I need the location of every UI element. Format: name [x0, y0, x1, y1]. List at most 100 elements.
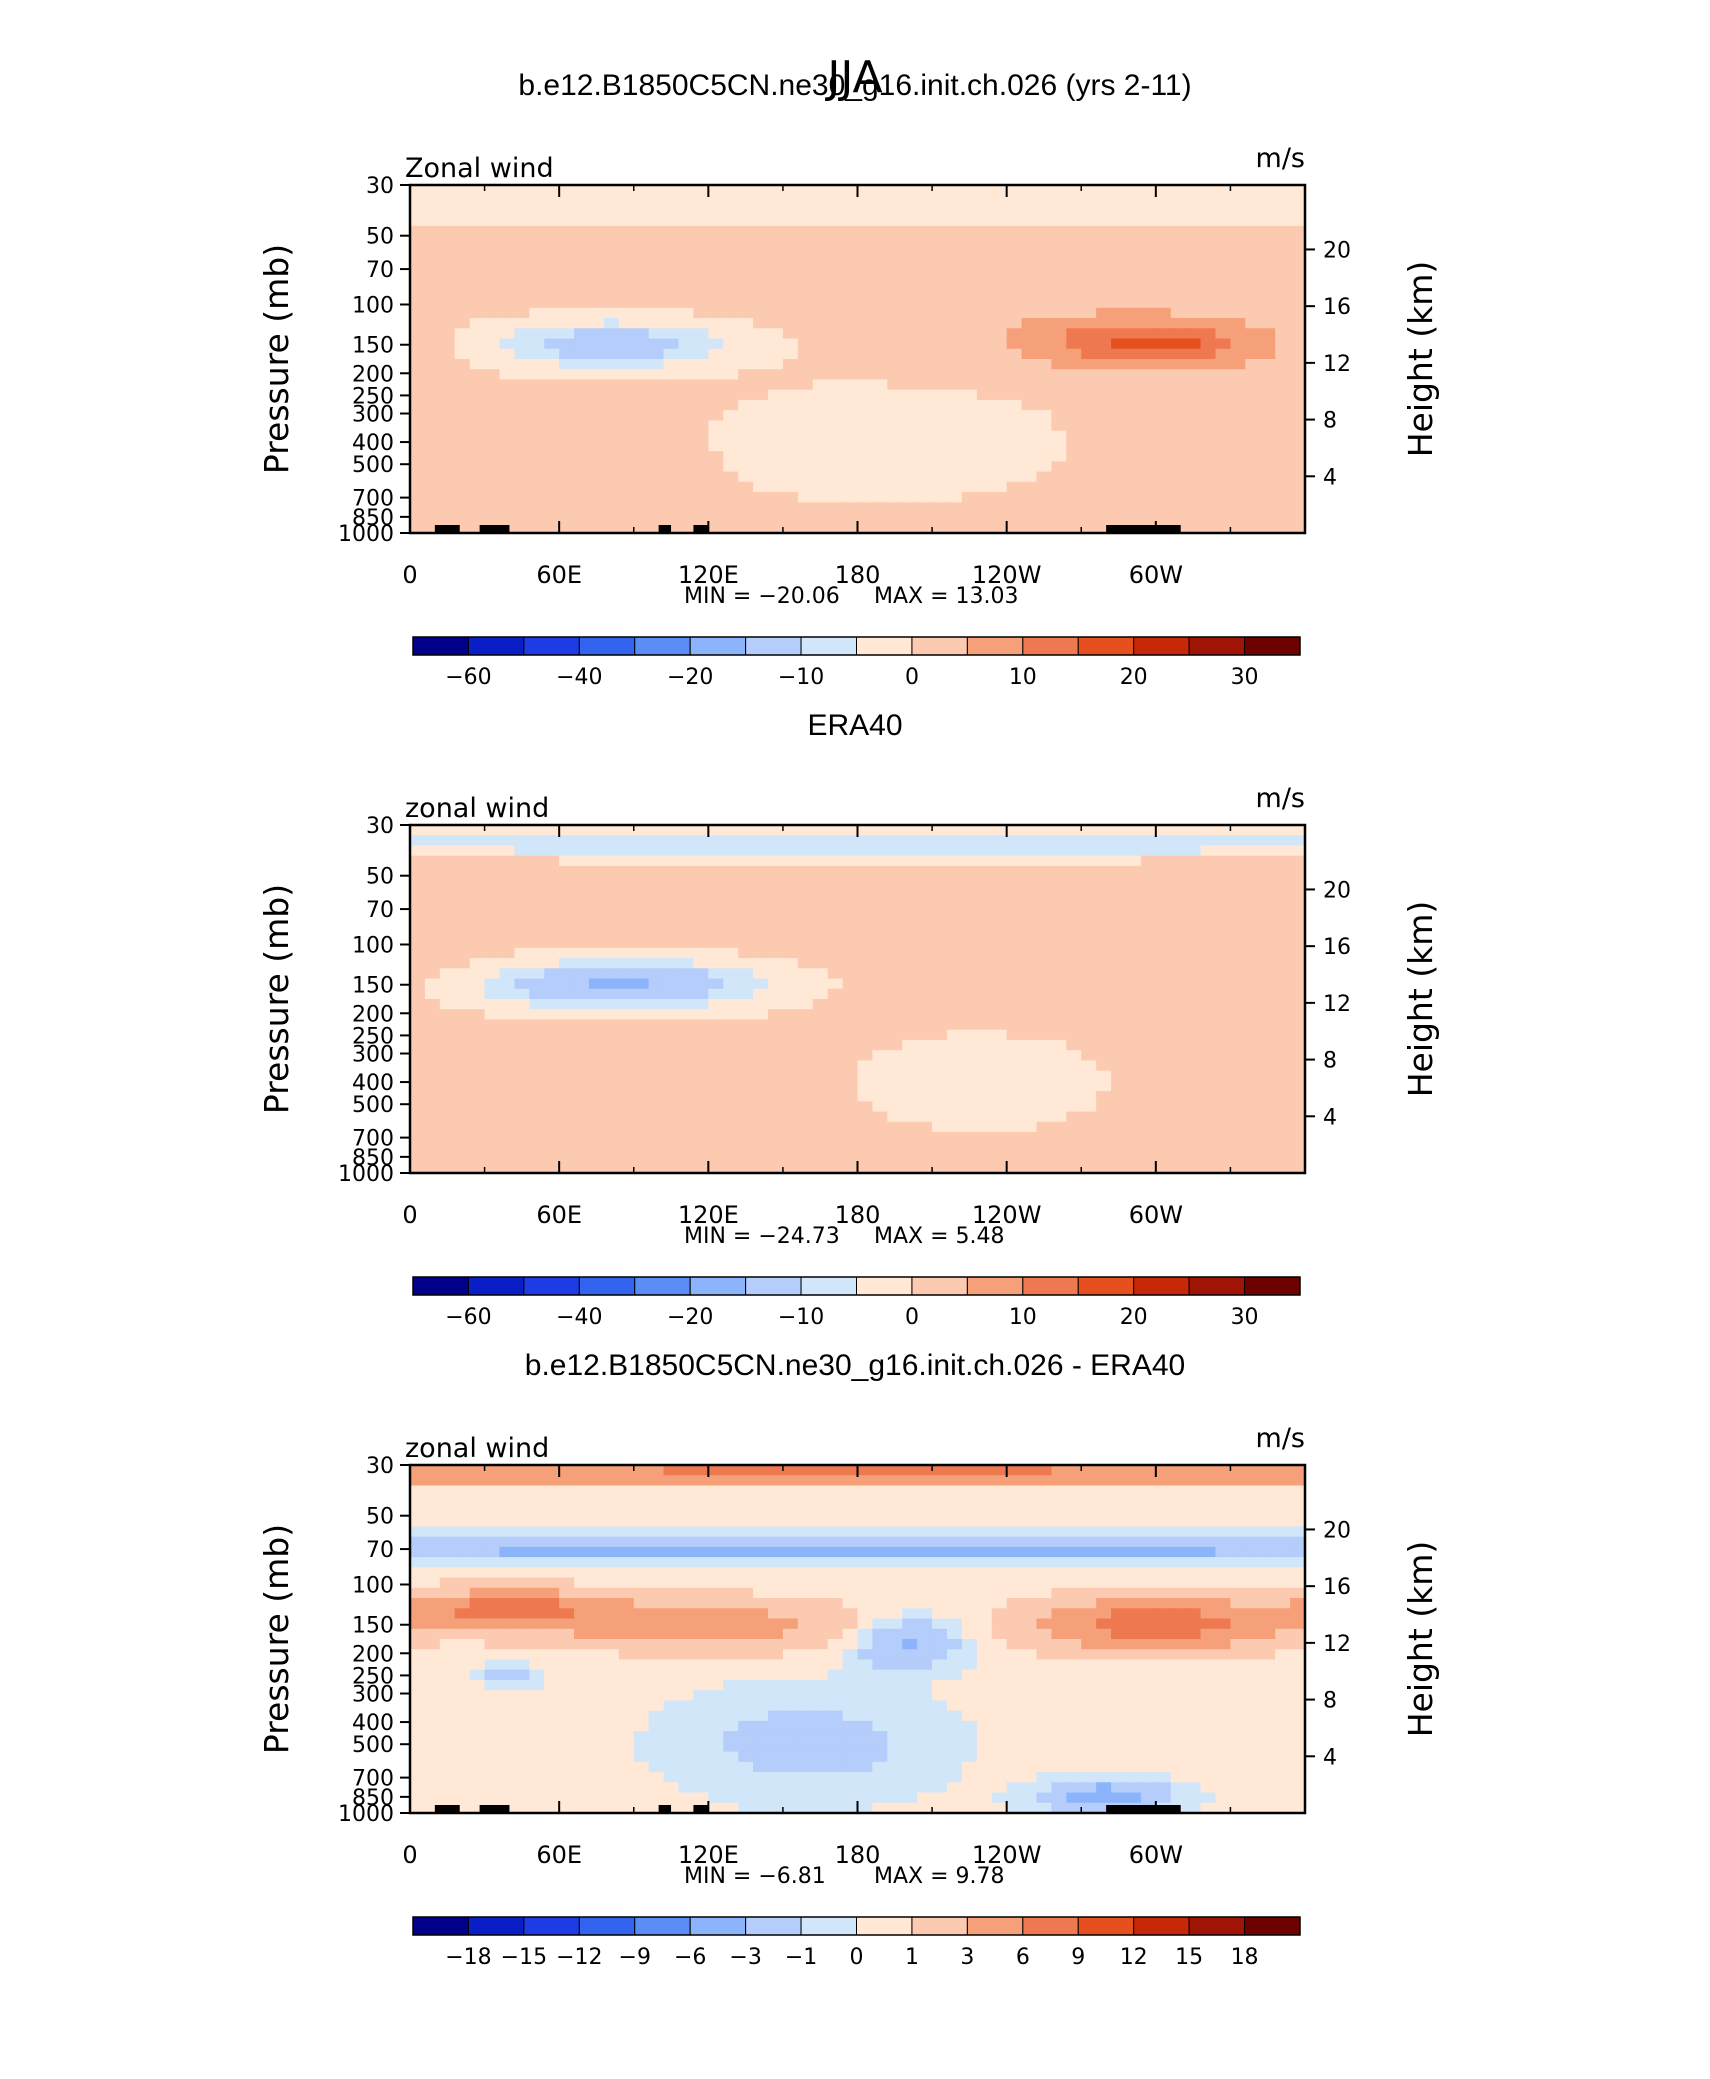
heatmap-cell: [858, 472, 874, 483]
heatmap-cell: [485, 1091, 501, 1102]
heatmap-cell: [634, 318, 650, 329]
heatmap-cell: [753, 989, 769, 1000]
heatmap-cell: [529, 1496, 545, 1507]
heatmap-cell: [544, 1506, 560, 1517]
heatmap-cell: [619, 1132, 635, 1143]
heatmap-cell: [1275, 979, 1291, 990]
heatmap-cell: [1022, 1112, 1038, 1123]
heatmap-cell: [604, 1101, 620, 1112]
heatmap-cell: [872, 1091, 888, 1102]
heatmap-cell: [798, 359, 814, 370]
heatmap-cell: [932, 400, 948, 411]
heatmap-cell: [619, 886, 635, 897]
heatmap-cell: [1186, 825, 1202, 836]
heatmap-cell: [753, 287, 769, 298]
heatmap-cell: [1022, 390, 1038, 401]
heatmap-cell: [843, 246, 859, 257]
heatmap-cell: [902, 1122, 918, 1133]
heatmap-cell: [1156, 876, 1172, 887]
heatmap-cell: [962, 1019, 978, 1030]
heatmap-cell: [738, 482, 754, 493]
heatmap-cell: [962, 328, 978, 339]
heatmap-cell: [1290, 1009, 1306, 1020]
heatmap-cell: [723, 482, 739, 493]
heatmap-cell: [813, 1557, 829, 1568]
heatmap-cell: [1186, 835, 1202, 846]
heatmap-cell: [634, 236, 650, 247]
heatmap-cell: [962, 1040, 978, 1051]
heatmap-cell: [917, 1050, 933, 1061]
heatmap-cell: [425, 205, 441, 216]
heatmap-cell: [455, 1091, 471, 1102]
heatmap-cell: [723, 287, 739, 298]
heatmap-cell: [1111, 1516, 1127, 1527]
heatmap-cell: [843, 379, 859, 390]
heatmap-cell: [1066, 246, 1082, 257]
heatmap-cell: [604, 349, 620, 360]
heatmap-cell: [813, 999, 829, 1010]
heatmap-cell: [753, 979, 769, 990]
heatmap-cell: [455, 1567, 471, 1578]
heatmap-cell: [902, 298, 918, 309]
heatmap-cell: [1037, 886, 1053, 897]
heatmap-cell: [1171, 1496, 1187, 1507]
heatmap-cell: [634, 482, 650, 493]
heatmap-cell: [917, 835, 933, 846]
heatmap-cell: [1126, 1019, 1142, 1030]
heatmap-cell: [574, 1465, 590, 1476]
heatmap-cell: [1126, 236, 1142, 247]
heatmap-cell: [708, 369, 724, 380]
heatmap-cell: [1171, 1081, 1187, 1092]
heatmap-cell: [887, 948, 903, 959]
heatmap-cell: [619, 825, 635, 836]
heatmap-cell: [753, 1578, 769, 1589]
heatmap-cell: [455, 1122, 471, 1133]
heatmap-cell: [843, 492, 859, 503]
heatmap-cell: [1066, 866, 1082, 877]
heatmap-cell: [410, 907, 426, 918]
heatmap-cell: [887, 1516, 903, 1527]
heatmap-cell: [1111, 318, 1127, 329]
heatmap-cell: [977, 927, 993, 938]
heatmap-cell: [544, 1050, 560, 1061]
heatmap-cell: [768, 492, 784, 503]
heatmap-cell: [977, 948, 993, 959]
heatmap-cell: [679, 968, 695, 979]
heatmap-cell: [1037, 1122, 1053, 1133]
heatmap-cell: [783, 897, 799, 908]
heatmap-cell: [753, 1516, 769, 1527]
heatmap-cell: [738, 1060, 754, 1071]
heatmap-cell: [500, 195, 516, 206]
heatmap-cell: [634, 1557, 650, 1568]
heatmap-cell: [604, 1009, 620, 1020]
heatmap-cell: [723, 267, 739, 278]
heatmap-cell: [604, 979, 620, 990]
heatmap-cell: [544, 968, 560, 979]
heatmap-cell: [902, 1496, 918, 1507]
heatmap-cell: [962, 226, 978, 237]
heatmap-cell: [574, 205, 590, 216]
heatmap-cell: [619, 989, 635, 1000]
heatmap-cell: [723, 845, 739, 856]
heatmap-cell: [604, 999, 620, 1010]
heatmap-cell: [1290, 441, 1306, 452]
heatmap-cell: [1022, 502, 1038, 513]
heatmap-cell: [977, 866, 993, 877]
heatmap-cell: [917, 1506, 933, 1517]
heatmap-cell: [753, 948, 769, 959]
heatmap-cell: [664, 989, 680, 1000]
heatmap-cell: [693, 1153, 709, 1164]
heatmap-cell: [619, 420, 635, 431]
heatmap-cell: [604, 257, 620, 268]
heatmap-cell: [887, 979, 903, 990]
heatmap-cell: [872, 277, 888, 288]
heatmap-cell: [693, 226, 709, 237]
heatmap-cell: [992, 1567, 1008, 1578]
heatmap-cell: [1216, 1101, 1232, 1112]
heatmap-cell: [828, 958, 844, 969]
heatmap-cell: [902, 349, 918, 360]
heatmap-cell: [1156, 513, 1172, 524]
heatmap-cell: [947, 948, 963, 959]
heatmap-cell: [693, 410, 709, 421]
heatmap-cell: [843, 1009, 859, 1020]
